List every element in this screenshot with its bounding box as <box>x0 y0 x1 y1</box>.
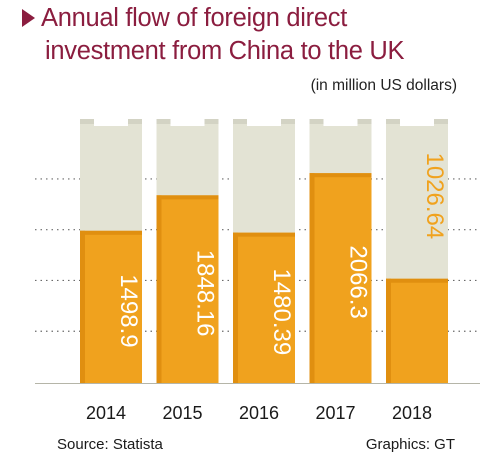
bar-edge-2016 <box>233 232 238 383</box>
bar-2017 <box>309 173 372 383</box>
bar-edge-2014 <box>80 230 85 383</box>
title-triangle-icon <box>22 9 35 27</box>
bar-top-2017 <box>309 173 372 178</box>
chart-title: Annual flow of foreign direct investment… <box>22 2 405 68</box>
x-tick-label-2015: 2015 <box>162 403 202 423</box>
chart-title-line-2: investment from China to the UK <box>45 37 405 65</box>
x-tick-label-2014: 2014 <box>86 403 126 423</box>
value-label-2017: 2066.3 <box>345 245 372 318</box>
value-label-2018: 1026.64 <box>421 152 448 239</box>
column-slot-2014 <box>94 118 128 126</box>
column-slot-2018 <box>400 118 434 126</box>
bar-edge-2018 <box>386 278 391 383</box>
bar-2018 <box>386 278 448 383</box>
credit-note: Graphics: GT <box>365 436 455 453</box>
value-label-2016: 1480.39 <box>268 268 295 355</box>
bar-top-2015 <box>156 195 219 200</box>
value-label-2014: 1498.9 <box>115 274 142 347</box>
bar-top-2018 <box>386 278 448 283</box>
bar-2014 <box>80 230 142 383</box>
x-tick-label-2016: 2016 <box>239 403 279 423</box>
value-label-2015: 1848.16 <box>192 250 219 337</box>
source-note: Source: Statista <box>57 436 163 453</box>
column-slot-2015 <box>170 118 205 126</box>
chart-title-line-1: Annual flow of foreign direct <box>22 2 404 35</box>
x-tick-label-2018: 2018 <box>392 403 432 423</box>
bar-2016 <box>233 232 295 383</box>
bar-top-2014 <box>80 230 142 235</box>
bar-edge-2017 <box>309 173 315 383</box>
unit-note: (in million US dollars) <box>310 77 457 94</box>
bars-group: 1498.9 1848.16 1480.39 2066.3 1026.64 <box>80 118 448 383</box>
bar-top-2016 <box>233 232 295 237</box>
x-tick-label-2017: 2017 <box>315 403 355 423</box>
column-slot-2016 <box>247 118 281 126</box>
x-axis: 2014 2015 2016 2017 2018 <box>35 383 480 423</box>
bar-2015 <box>156 195 219 383</box>
column-slot-2017 <box>323 118 358 126</box>
chart-title-text-1: Annual flow of foreign direct <box>41 4 347 32</box>
bar-edge-2015 <box>156 195 162 383</box>
